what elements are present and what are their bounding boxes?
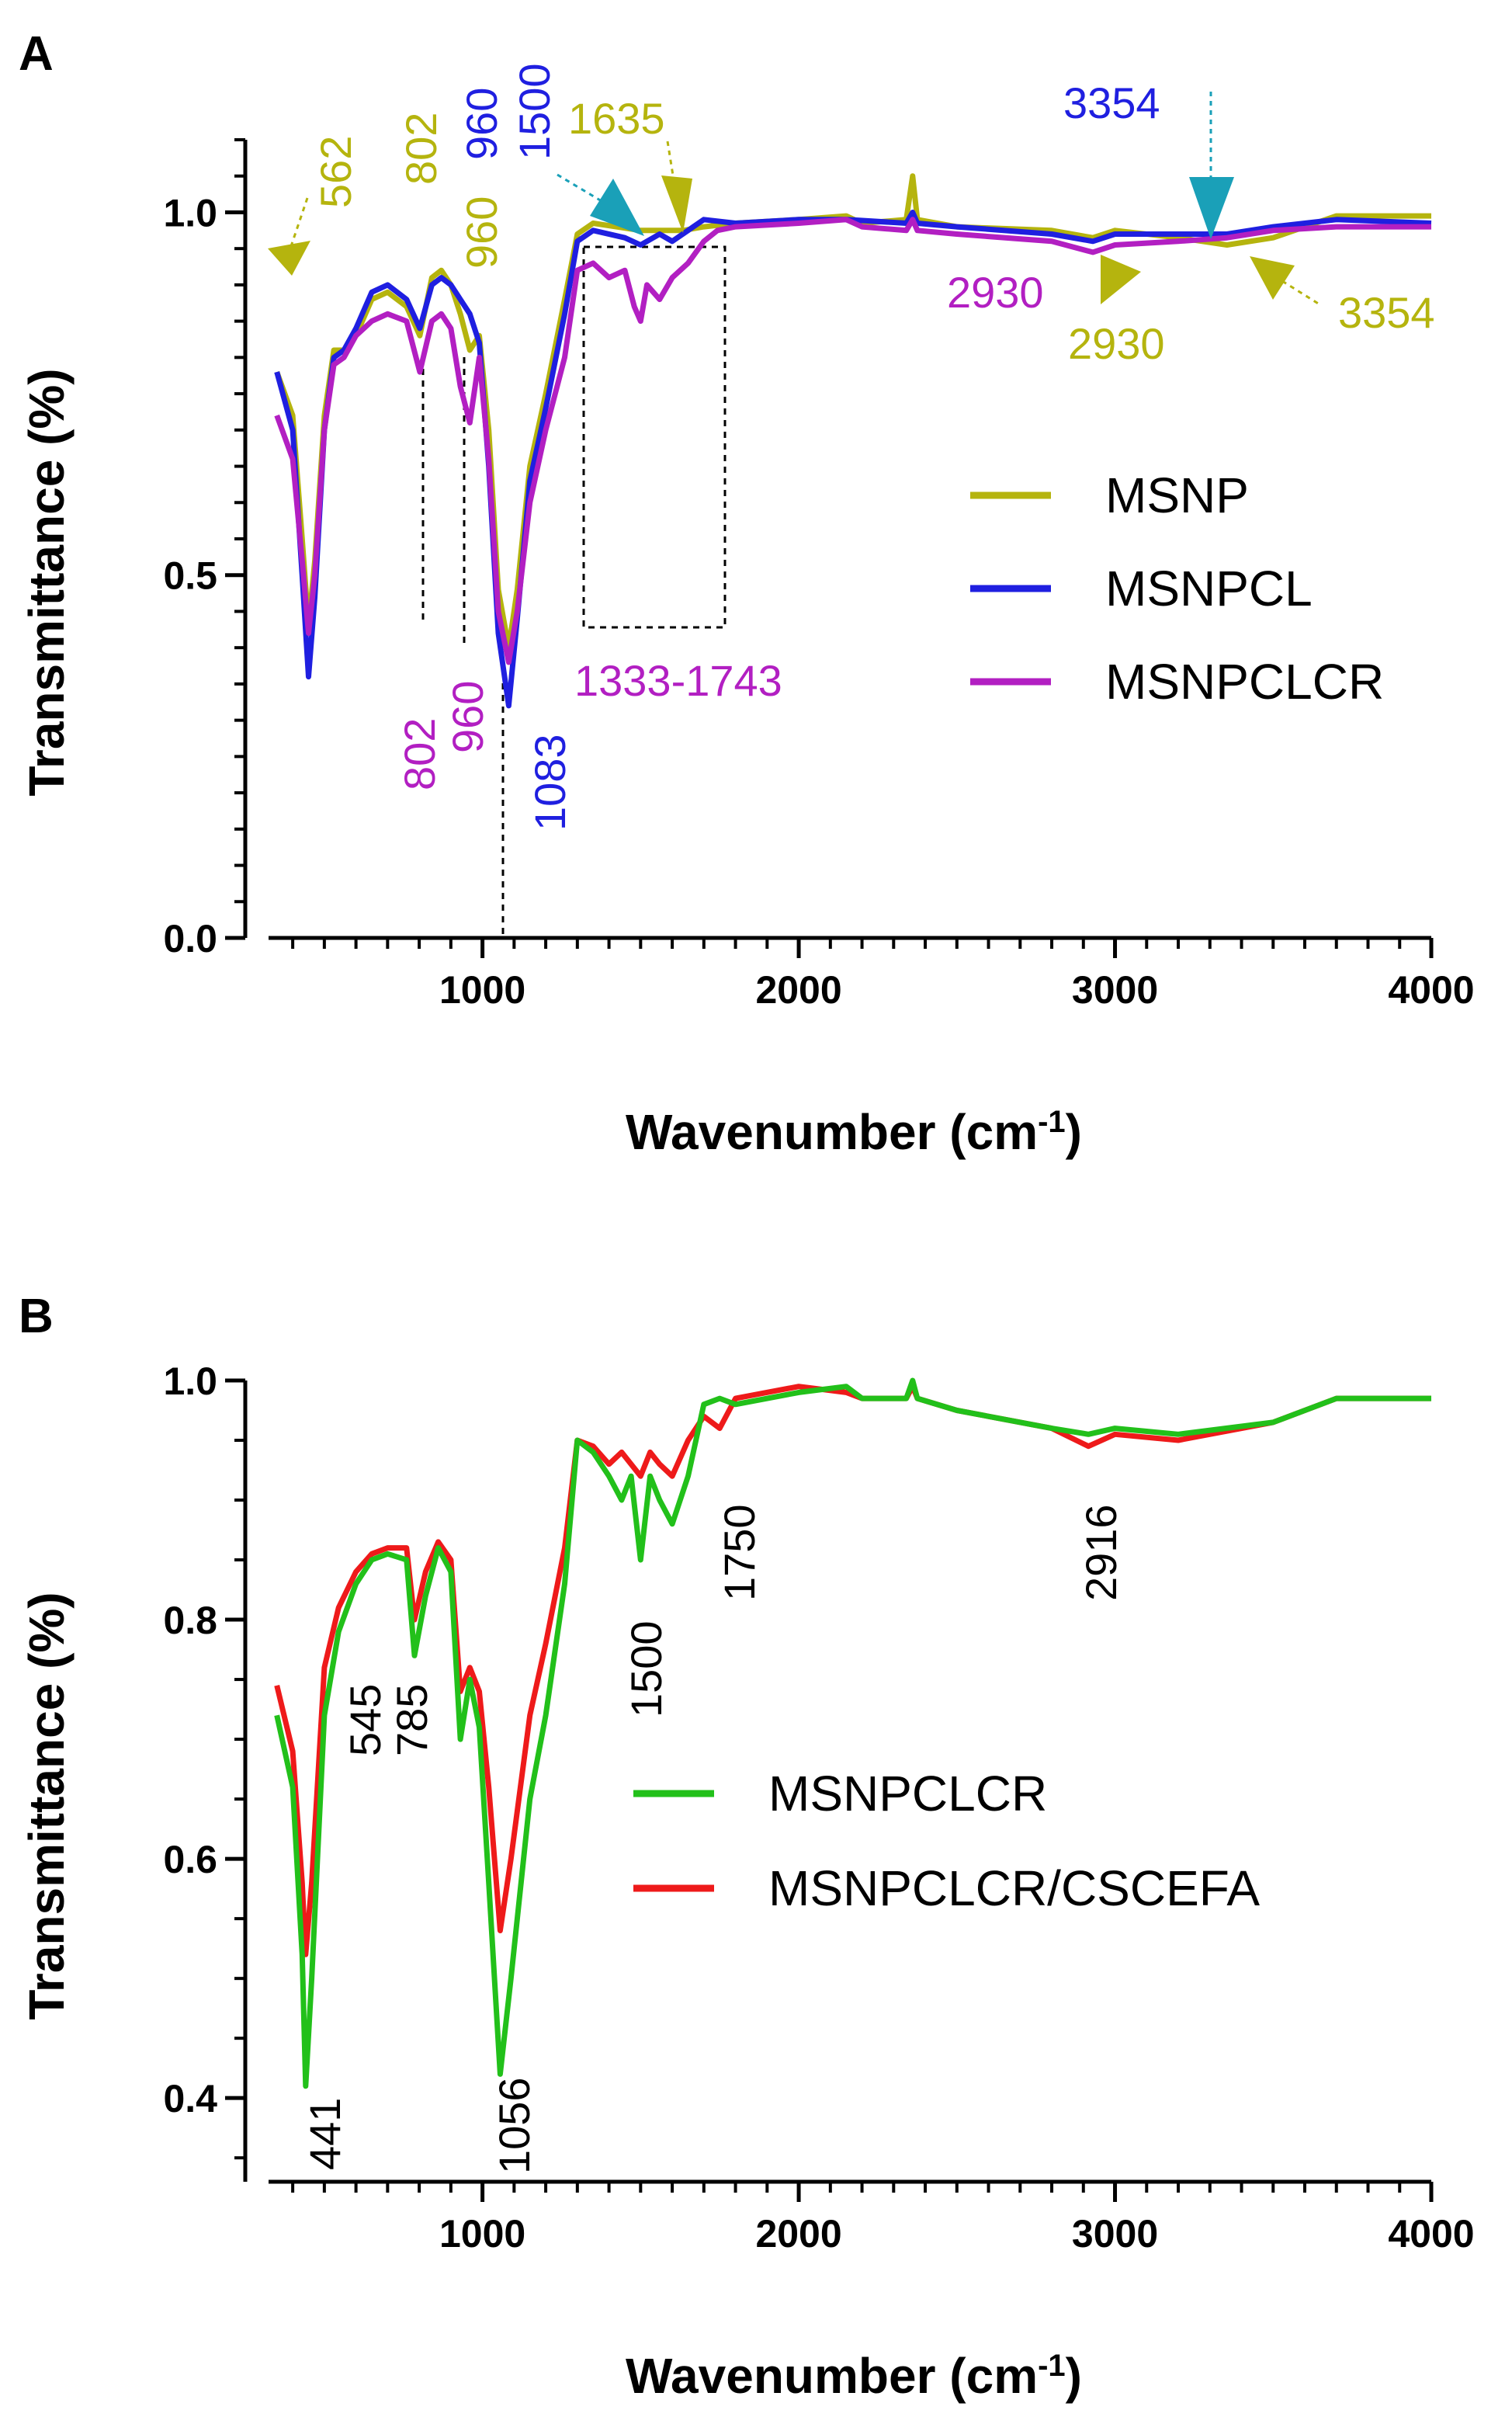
y-tick-label: 0.5 (163, 554, 217, 598)
panel-a-x-ticks: 1000 2000 3000 4000 (439, 938, 1475, 1012)
arrow-3354-olive-stem (1281, 280, 1320, 306)
annotation-2930-msnp: 2930 (1068, 319, 1165, 368)
annotation-960-msnpcl: 960 (457, 88, 506, 160)
annotation-1750: 1750 (715, 1504, 764, 1601)
panel-a-x-axis-title: Wavenumber (cm-1) (626, 1104, 1082, 1160)
annotation-802-msnpclcr: 802 (395, 718, 444, 790)
panel-b-annotations: 441 545 785 1056 1500 1750 2916 (300, 1504, 1125, 2174)
x-tick-label: 3000 (1072, 968, 1158, 1012)
annotation-545: 545 (341, 1684, 390, 1756)
panel-b-series (274, 1377, 1431, 2089)
panel-b-letter: B (19, 1290, 54, 1343)
series-line-msnp (274, 217, 1431, 665)
x-tick-label: 2000 (755, 968, 841, 1012)
annotation-960-msnp: 960 (457, 196, 506, 269)
panel-a-y-ticks: 0.0 0.5 1.0 (163, 191, 245, 960)
annotation-1500: 1500 (622, 1620, 671, 1717)
arrow-562-head (268, 241, 310, 276)
annotation-2916: 2916 (1077, 1504, 1125, 1601)
arrow-562-stem (289, 197, 309, 249)
legend-label-msnp: MSNP (1105, 467, 1249, 523)
panel-b-y-minor-ticks (234, 1439, 245, 2160)
annotation-802-msnp: 802 (397, 113, 446, 185)
series-line-msnpcl (274, 210, 1432, 709)
panel-a-y-axis-title: Transmittance (%) (19, 368, 75, 796)
series-line-msnpclcr-green (274, 1377, 1431, 2089)
arrow-1500-stem (557, 173, 606, 205)
x-tick-label: 1000 (439, 2212, 525, 2256)
x-tick-label: 1000 (439, 968, 525, 1012)
annotation-1333-1743: 1333-1743 (574, 656, 782, 705)
annotation-3354-msnp: 3354 (1338, 288, 1435, 337)
legend-label-msnpclcr-cscefa: MSNPCLCR/CSCEFA (768, 1860, 1260, 1916)
x-tick-label: 3000 (1072, 2212, 1158, 2256)
panel-a-arrows (268, 92, 1320, 306)
x-tick-label: 4000 (1388, 2212, 1474, 2256)
y-tick-label: 0.0 (163, 917, 217, 960)
y-tick-label: 0.4 (163, 2077, 217, 2120)
annotation-3354-msnpcl: 3354 (1063, 78, 1160, 127)
arrow-1500-head (590, 179, 644, 236)
y-tick-label: 1.0 (163, 1360, 217, 1403)
panel-a-x-minor-ticks (291, 938, 1402, 949)
panel-b-y-ticks: 0.4 0.6 0.8 1.0 (163, 1360, 245, 2120)
region-1333-1743-box (582, 245, 727, 629)
panel-a-letter: A (19, 27, 54, 81)
annotation-1635: 1635 (568, 94, 665, 143)
y-tick-label: 1.0 (163, 191, 217, 234)
y-tick-label: 0.8 (163, 1599, 217, 1642)
annotation-1500: 1500 (510, 63, 559, 160)
panel-a-series (274, 173, 1432, 709)
x-tick-label: 2000 (755, 2212, 841, 2256)
annotation-441: 441 (300, 2098, 349, 2170)
panel-b-legend: MSNPCLCR MSNPCLCR/CSCEFA (633, 1766, 1260, 1916)
arrow-1635-head (661, 175, 692, 233)
panel-a-annotations: 562 802 960 960 1500 1635 3354 2930 2930… (311, 63, 1435, 831)
legend-label-msnpclcr-b: MSNPCLCR (768, 1766, 1047, 1821)
y-tick-label: 0.6 (163, 1838, 217, 1881)
annotation-960-msnpclcr: 960 (443, 681, 492, 753)
panel-b: B Transmittance (%) Wavenumber (cm-1) 10… (19, 1290, 1475, 2404)
panel-a: A Transmittance (%) Wavenumber (cm-1) 10… (19, 27, 1475, 1160)
panel-a-y-minor-ticks (234, 138, 245, 904)
x-tick-label: 4000 (1388, 968, 1474, 1012)
arrow-2930-head (1101, 255, 1141, 304)
annotation-785: 785 (387, 1684, 436, 1756)
annotation-1056: 1056 (490, 2077, 539, 2174)
panel-b-x-ticks: 1000 2000 3000 4000 (439, 2182, 1475, 2256)
legend-label-msnpclcr: MSNPCLCR (1105, 654, 1384, 710)
panel-a-legend: MSNP MSNPCL MSNPCLCR (970, 467, 1384, 710)
annotation-562: 562 (311, 136, 360, 208)
arrow-1635-stem (666, 141, 675, 181)
annotation-2930-msnpclcr: 2930 (947, 268, 1044, 317)
panel-b-x-minor-ticks (291, 2182, 1402, 2193)
arrow-3354-blue-head (1189, 177, 1234, 239)
panel-b-y-axis-title: Transmittance (%) (19, 1592, 75, 2019)
arrow-3354-olive-head (1250, 256, 1295, 300)
panel-b-x-axis-title: Wavenumber (cm-1) (626, 2348, 1082, 2404)
annotation-1083: 1083 (525, 734, 574, 831)
legend-label-msnpcl: MSNPCL (1105, 561, 1313, 616)
